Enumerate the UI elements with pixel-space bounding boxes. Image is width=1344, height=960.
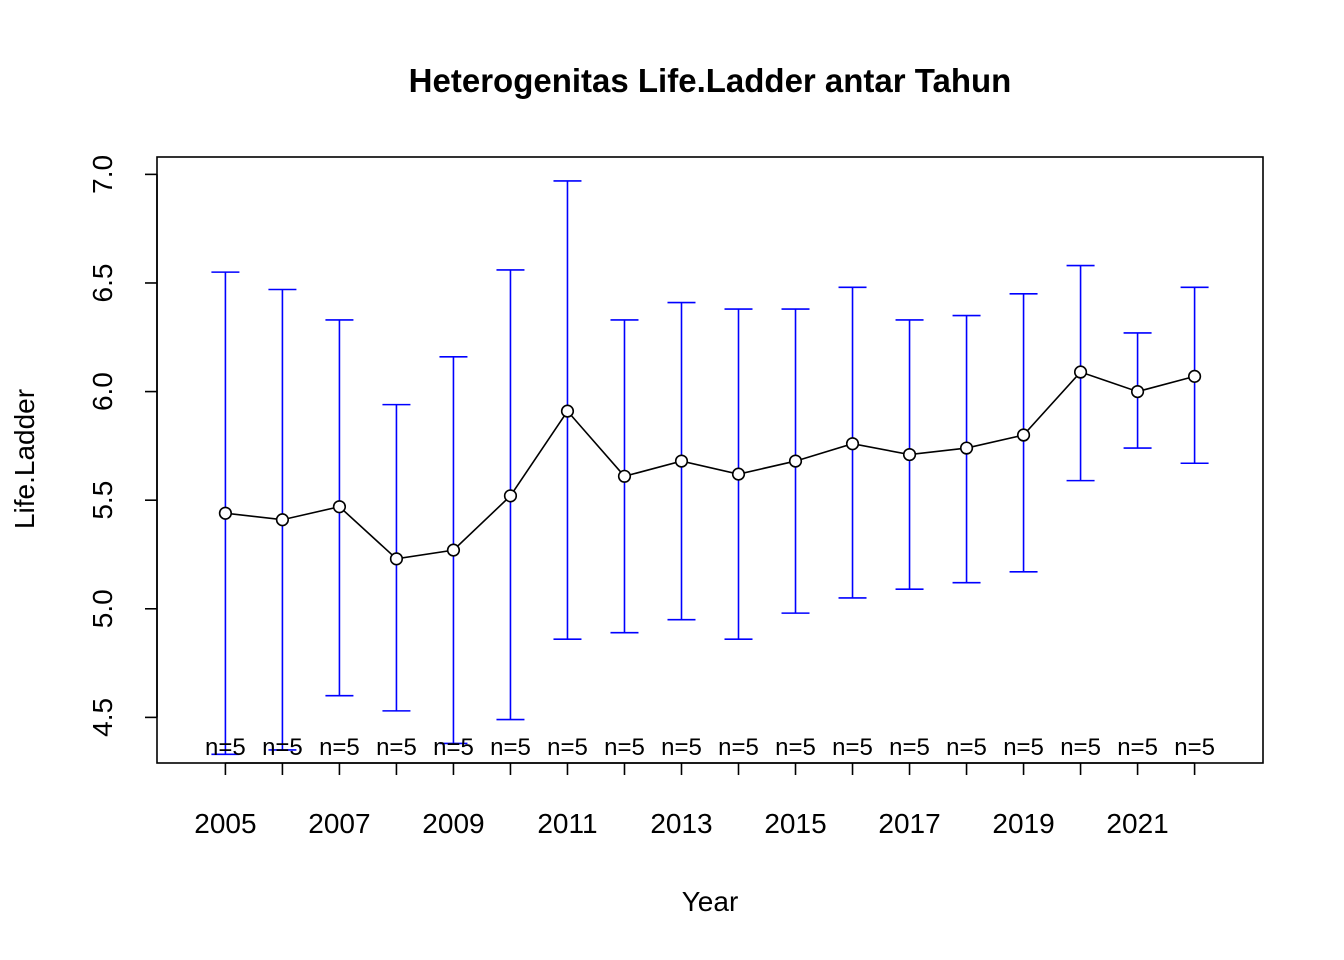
data-point: [1130, 384, 1145, 399]
data-point: [674, 454, 689, 468]
n-label: n=5: [1117, 734, 1158, 761]
data-point: [446, 543, 461, 557]
y-tick-label: 7.0: [87, 155, 118, 194]
n-label: n=5: [718, 734, 759, 761]
chart-title: Heterogenitas Life.Ladder antar Tahun: [409, 62, 1012, 99]
n-label: n=5: [319, 734, 360, 761]
x-tick-label: 2005: [194, 808, 256, 839]
n-label: n=5: [490, 734, 531, 761]
x-tick-label: 2007: [308, 808, 370, 839]
data-point: [788, 454, 803, 468]
y-axis-label: Life.Ladder: [9, 389, 40, 529]
data-point: [959, 441, 974, 455]
data-point: [731, 467, 746, 481]
data-point: [902, 447, 917, 462]
y-tick-label: 6.5: [87, 264, 118, 303]
n-label: n=5: [547, 734, 588, 761]
data-point: [389, 552, 404, 566]
n-label: n=5: [262, 734, 303, 761]
n-label: n=5: [889, 734, 930, 761]
data-point: [560, 404, 575, 418]
x-tick-label: 2017: [878, 808, 940, 839]
x-tick-label: 2019: [992, 808, 1054, 839]
x-tick-label: 2015: [764, 808, 826, 839]
n-label: n=5: [832, 734, 873, 761]
data-point: [617, 469, 632, 483]
plot-frame: [156, 156, 1264, 764]
chart-marks: 2005 2007 2009 2011 2013 2015 2017 2019 2021 4.5 5…: [87, 155, 1215, 839]
n-label: n=5: [661, 734, 702, 761]
data-point: [218, 506, 233, 520]
data-point: [503, 489, 518, 503]
n-label: n=5: [1174, 734, 1215, 761]
data-point: [275, 513, 290, 527]
n-label: n=5: [775, 734, 816, 761]
mean-line: [225, 371, 1195, 560]
x-tick-label: 2011: [537, 808, 597, 839]
x-tick-label: 2009: [422, 808, 484, 839]
n-label: n=5: [376, 734, 417, 761]
n-label: n=5: [205, 734, 246, 761]
n-label: n=5: [946, 734, 987, 761]
n-label: n=5: [1003, 734, 1044, 761]
y-tick-label: 5.0: [87, 589, 118, 628]
y-tick-label: 4.5: [87, 698, 118, 737]
x-tick-label: 2013: [650, 808, 712, 839]
y-tick-label: 5.5: [87, 481, 118, 520]
x-axis-label: Year: [682, 886, 739, 917]
x-tick-label: 2021: [1106, 808, 1168, 839]
n-label: n=5: [1060, 734, 1101, 761]
y-tick-label: 6.0: [87, 372, 118, 411]
data-point: [332, 500, 347, 514]
data-point: [1073, 365, 1088, 379]
data-point: [845, 437, 860, 451]
n-label: n=5: [433, 734, 474, 761]
data-point: [1187, 369, 1202, 383]
n-label: n=5: [604, 734, 645, 761]
data-point: [1016, 428, 1031, 442]
